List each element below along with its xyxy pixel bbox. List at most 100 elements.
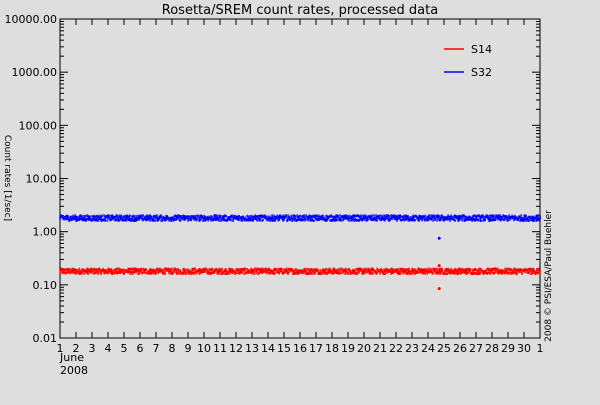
data-point [384,216,386,219]
data-point [65,218,67,221]
data-point [69,268,71,271]
data-point [375,216,377,220]
x-tick-label: 27 [469,342,483,355]
data-point [191,272,193,275]
data-point [536,218,538,222]
data-point [326,219,328,222]
data-point [319,268,321,272]
data-point [377,269,379,272]
data-point [498,216,500,219]
data-point [308,216,310,220]
data-point [165,218,167,221]
data-point [384,219,386,222]
data-point [104,218,106,222]
data-point [516,216,518,220]
data-point [325,214,327,218]
data-point [148,214,150,217]
data-point [522,269,524,272]
data-point [346,216,348,220]
data-point [466,267,468,271]
data-point [310,267,312,271]
data-point [508,216,510,219]
data-point [381,217,383,221]
data-point [295,272,297,275]
data-point [455,216,457,219]
x-tick-label: 1 [537,342,544,355]
data-point [477,269,479,272]
data-point [74,217,76,220]
data-point [259,269,261,272]
data-point [114,268,116,272]
data-point [475,216,477,219]
data-point [382,218,384,221]
data-point [137,272,139,275]
data-point [222,217,224,221]
data-point [102,267,104,271]
data-point [358,268,360,271]
data-point [264,214,266,217]
data-point [386,214,388,217]
data-point [229,272,231,275]
data-point [244,216,246,220]
data-point [418,216,420,219]
data-point [491,214,493,217]
data-point [354,218,356,221]
data-point [166,215,168,218]
data-point [439,217,441,221]
data-point [250,218,252,221]
data-point [168,270,170,274]
data-point [324,217,326,220]
data-point [310,215,312,218]
data-point [148,270,150,274]
data-point [75,269,77,272]
data-point [394,269,396,272]
data-point [354,270,356,273]
data-point [78,218,80,221]
data-point [89,271,91,274]
data-point [469,270,471,274]
data-point [311,269,313,272]
data-point [527,216,529,219]
data-point [190,270,192,273]
data-point [364,269,366,272]
data-point [380,267,382,271]
data-point [197,269,199,273]
data-point [129,272,131,275]
data-point [267,267,269,271]
data-point [524,270,526,274]
data-point [488,268,490,271]
data-point [205,217,207,220]
data-point [257,215,259,218]
data-point [325,267,327,271]
data-point [122,215,124,218]
data-point [63,271,65,275]
data-point [387,269,389,273]
data-point [450,217,452,221]
data-point [420,215,422,218]
data-point [228,216,230,219]
data-point [496,215,498,218]
data-point [285,215,287,218]
data-point [374,270,376,273]
data-point [126,215,128,218]
data-point [335,218,337,222]
data-point [221,217,223,220]
data-point [319,216,321,219]
data-point [171,267,173,270]
data-point [274,272,276,275]
data-point [444,217,446,221]
data-point [338,271,340,274]
data-point [130,218,132,222]
data-point [504,215,506,218]
data-point [373,269,375,273]
data-point [257,272,259,276]
data-point [381,269,383,272]
data-point [439,268,441,271]
data-point [415,214,417,218]
data-point [108,269,110,273]
data-point [499,215,501,218]
data-point [404,269,406,272]
data-point [493,272,495,275]
data-point [199,270,201,274]
data-point [513,271,515,275]
